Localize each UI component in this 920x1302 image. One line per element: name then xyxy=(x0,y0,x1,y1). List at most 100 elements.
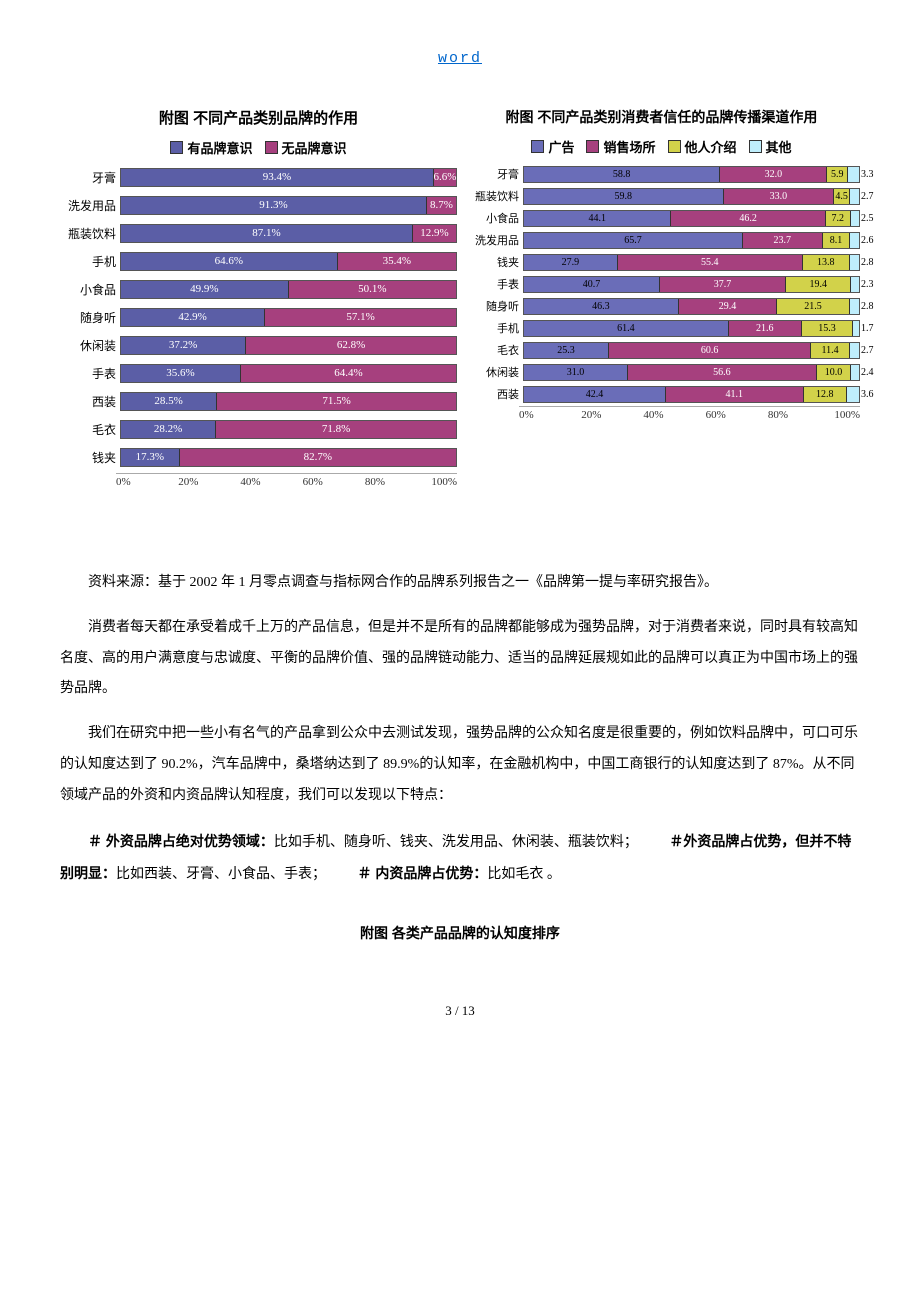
bar-segment: 56.6 xyxy=(628,365,817,380)
bar-segment: 8.1 xyxy=(823,233,851,248)
legend-item: 有品牌意识 xyxy=(170,138,252,157)
bar-segment: 2.5 xyxy=(851,211,859,226)
axis-tick: 60% xyxy=(303,476,365,488)
bar-category-label: 手机 xyxy=(60,253,120,270)
bar-category-label: 休闲装 xyxy=(60,337,120,354)
bar-segment: 65.7 xyxy=(524,233,743,248)
bar-row: 毛衣25.360.611.42.7 xyxy=(463,340,860,360)
bar-category-label: 小食品 xyxy=(60,281,120,298)
legend-swatch xyxy=(531,140,544,153)
page-number: 3 / 13 xyxy=(60,1003,860,1019)
bar-segment: 62.8% xyxy=(246,337,456,354)
bar-segment: 13.8 xyxy=(803,255,850,270)
bar-segment: 50.1% xyxy=(289,281,456,298)
bar-segment: 2.4 xyxy=(851,365,859,380)
bar-segment: 7.2 xyxy=(826,211,851,226)
bar-segment: 46.2 xyxy=(671,211,825,226)
bar-segment: 71.8% xyxy=(216,421,456,438)
bar-segment: 11.4 xyxy=(811,343,850,358)
bar-segment: 23.7 xyxy=(743,233,823,248)
subtitle: 附图 各类产品品牌的认知度排序 xyxy=(60,923,860,943)
legend-label: 他人介绍 xyxy=(685,137,737,156)
bar-track: 44.146.27.22.5 xyxy=(523,210,860,227)
bar-segment: 3.6 xyxy=(847,387,859,402)
axis-tick: 20% xyxy=(581,409,643,421)
bar-track: 65.723.78.12.6 xyxy=(523,232,860,249)
bar-segment: 2.7 xyxy=(850,189,859,204)
chart1-axis: 0%20%40%60%80%100% xyxy=(116,473,457,488)
bar-category-label: 休闲装 xyxy=(463,364,523,380)
bar-segment: 42.9% xyxy=(121,309,265,326)
bar-row: 西装28.5%71.5% xyxy=(60,389,457,413)
bar-segment: 59.8 xyxy=(524,189,724,204)
bar-segment: 6.6% xyxy=(434,169,456,186)
legend-swatch xyxy=(265,141,278,154)
bar-row: 休闲装31.056.610.02.4 xyxy=(463,362,860,382)
bar-segment: 82.7% xyxy=(180,449,456,466)
bar-segment: 61.4 xyxy=(524,321,729,336)
bar-row: 牙膏58.832.05.93.3 xyxy=(463,164,860,184)
bar-segment: 17.3% xyxy=(121,449,180,466)
chart1-legend: 有品牌意识 无品牌意识 xyxy=(60,138,457,157)
bar-segment: 27.9 xyxy=(524,255,618,270)
bar-segment: 64.4% xyxy=(241,365,456,382)
legend-swatch xyxy=(749,140,762,153)
charts-row: 附图 不同产品类别品牌的作用 有品牌意识无品牌意识 牙膏93.4%6.6%洗发用… xyxy=(60,107,860,488)
legend-swatch xyxy=(170,141,183,154)
bar-segment: 1.7 xyxy=(853,321,859,336)
bar-row: 瓶装饮料87.1%12.9% xyxy=(60,221,457,245)
axis-tick: 20% xyxy=(178,476,240,488)
bar-segment: 40.7 xyxy=(524,277,660,292)
axis-tick: 60% xyxy=(706,409,768,421)
bar-category-label: 牙膏 xyxy=(60,169,120,186)
bar-track: 40.737.719.42.3 xyxy=(523,276,860,293)
bar-segment: 25.3 xyxy=(524,343,609,358)
bar-segment: 87.1% xyxy=(121,225,413,242)
bar-category-label: 毛衣 xyxy=(60,421,120,438)
legend-label: 无品牌意识 xyxy=(282,138,347,157)
bar-row: 牙膏93.4%6.6% xyxy=(60,165,457,189)
bar-row: 小食品49.9%50.1% xyxy=(60,277,457,301)
legend-item: 其他 xyxy=(749,137,792,156)
bar-category-label: 牙膏 xyxy=(463,166,523,182)
bar-segment: 28.2% xyxy=(121,421,216,438)
legend-label: 销售场所 xyxy=(603,137,655,156)
bar-segment: 12.8 xyxy=(804,387,848,402)
bar-category-label: 随身听 xyxy=(60,309,120,326)
bar-row: 瓶装饮料59.833.04.52.7 xyxy=(463,186,860,206)
bar-segment: 2.8 xyxy=(850,299,859,314)
bar-category-label: 毛衣 xyxy=(463,342,523,358)
header-link[interactable]: word xyxy=(60,50,860,67)
bar-row: 随身听46.329.421.52.8 xyxy=(463,296,860,316)
bar-segment: 2.6 xyxy=(850,233,859,248)
bar-track: 35.6%64.4% xyxy=(120,364,457,383)
bar-segment: 49.9% xyxy=(121,281,289,298)
chart2-bars: 牙膏58.832.05.93.3瓶装饮料59.833.04.52.7小食品44.… xyxy=(463,164,860,404)
bar-row: 手机64.6%35.4% xyxy=(60,249,457,273)
bar-track: 37.2%62.8% xyxy=(120,336,457,355)
bar-category-label: 小食品 xyxy=(463,210,523,226)
bar-row: 手机61.421.615.31.7 xyxy=(463,318,860,338)
bar-segment: 58.8 xyxy=(524,167,720,182)
axis-tick: 0% xyxy=(116,476,178,488)
bar-category-label: 洗发用品 xyxy=(60,197,120,214)
hash2-text: 比如西装、牙膏、小食品、手表； xyxy=(116,867,326,882)
axis-tick: 100% xyxy=(830,409,860,421)
legend-item: 他人介绍 xyxy=(668,137,737,156)
bar-segment: 12.9% xyxy=(413,225,456,242)
bar-segment: 31.0 xyxy=(524,365,628,380)
bar-row: 西装42.441.112.83.6 xyxy=(463,384,860,404)
bar-category-label: 瓶装饮料 xyxy=(60,225,120,242)
bar-segment: 37.2% xyxy=(121,337,246,354)
bar-track: 58.832.05.93.3 xyxy=(523,166,860,183)
bar-segment: 71.5% xyxy=(217,393,456,410)
bar-category-label: 西装 xyxy=(463,386,523,402)
source-text: 资料来源：基于 2002 年 1 月零点调查与指标网合作的品牌系列报告之一《品牌… xyxy=(60,568,860,599)
bar-category-label: 手表 xyxy=(463,276,523,292)
bar-category-label: 手机 xyxy=(463,320,523,336)
legend-label: 广告 xyxy=(548,137,574,156)
bar-segment: 2.3 xyxy=(851,277,859,292)
bar-segment: 3.3 xyxy=(848,167,859,182)
bar-segment: 57.1% xyxy=(265,309,456,326)
bar-track: 93.4%6.6% xyxy=(120,168,457,187)
